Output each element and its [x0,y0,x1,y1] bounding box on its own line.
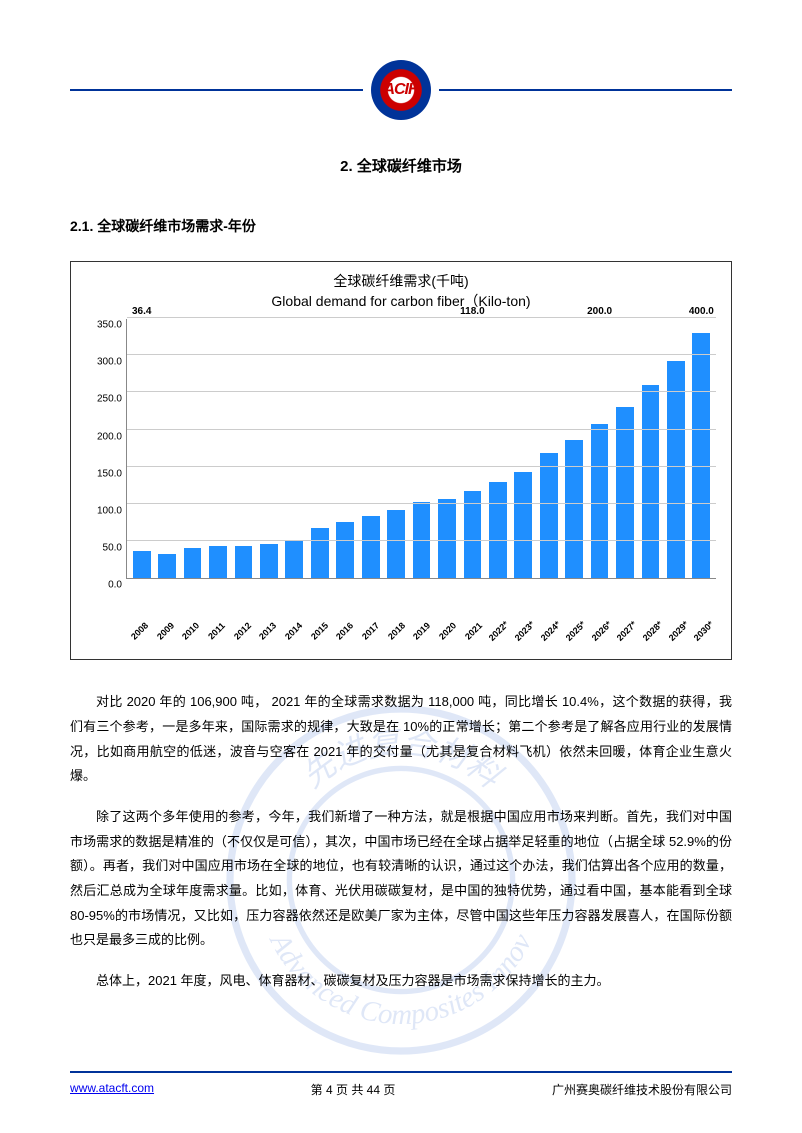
y-tick-label: 250.0 [97,394,122,405]
bar [336,522,354,578]
footer-page-info: 第 4 页 共 44 页 [311,1081,396,1098]
y-tick-label: 0.0 [108,580,122,591]
bar [235,546,253,578]
bar [387,510,405,578]
header-rule-left [70,89,363,91]
y-tick-label: 150.0 [97,468,122,479]
gridline [127,540,716,541]
paragraph-2: 除了这两个多年使用的参考，今年，我们新增了一种方法，就是根据中国应用市场来判断。… [70,805,732,953]
bar [362,516,380,578]
bar [489,482,507,579]
plot-area: 36.4118.0200.0400.0 [126,319,716,579]
chart-container: 全球碳纤维需求(千吨) Global demand for carbon fib… [70,261,732,660]
x-axis-labels: 2008200920102011201220132014201520162017… [126,619,716,654]
bar [133,551,151,578]
bar [260,544,278,578]
bar [514,472,532,578]
gridline [127,354,716,355]
page-header: ACIH [70,60,732,120]
chart-plot: 0.0 50.0 100.0 150.0 200.0 250.0 300.0 350.0 36… [86,319,716,619]
bar [616,407,634,578]
chart-title-en: Global demand for carbon fiber（Kilo-ton) [86,292,716,312]
gridline [127,429,716,430]
bar [591,424,609,578]
y-tick-label: 200.0 [97,431,122,442]
gridline [127,503,716,504]
bar [565,440,583,578]
bar [311,528,329,579]
y-tick-label: 350.0 [97,320,122,331]
chart-title-cn: 全球碳纤维需求(千吨) [86,272,716,292]
bar [285,540,303,578]
bar-value-label: 36.4 [132,306,151,317]
x-tick-label: 2030* [691,619,734,662]
chart-title: 全球碳纤维需求(千吨) Global demand for carbon fib… [86,272,716,311]
section-title: 2. 全球碳纤维市场 [70,155,732,176]
bar [642,385,660,578]
y-tick-label: 50.0 [103,543,122,554]
footer-url[interactable]: www.atacft.com [70,1081,154,1098]
bar [692,333,710,578]
bar [438,499,456,578]
gridline [127,391,716,392]
y-tick-label: 100.0 [97,505,122,516]
logo-text: ACIH [383,81,418,99]
gridline [127,317,716,318]
paragraph-1: 对比 2020 年的 106,900 吨， 2021 年的全球需求数据为 118… [70,690,732,789]
bar [667,361,685,579]
y-axis: 0.050.0100.0150.0200.0250.0300.0350.0 [86,319,126,579]
bar-value-label: 400.0 [689,306,714,317]
y-tick-label: 300.0 [97,357,122,368]
bar [209,546,227,578]
header-rule-right [439,89,732,91]
bar [540,453,558,578]
bar-value-label: 118.0 [460,306,484,317]
bar [158,554,176,579]
gridline [127,466,716,467]
bar [184,548,202,578]
company-logo: ACIH [371,60,431,120]
page-footer: www.atacft.com 第 4 页 共 44 页 广州赛奥碳纤维技术股份有… [70,1071,732,1098]
paragraph-3: 总体上，2021 年度，风电、体育器材、碳碳复材及压力容器是市场需求保持增长的主… [70,969,732,994]
footer-company: 广州赛奥碳纤维技术股份有限公司 [552,1081,732,1098]
bar-value-label: 200.0 [587,306,612,317]
subsection-title: 2.1. 全球碳纤维市场需求-年份 [70,216,732,236]
